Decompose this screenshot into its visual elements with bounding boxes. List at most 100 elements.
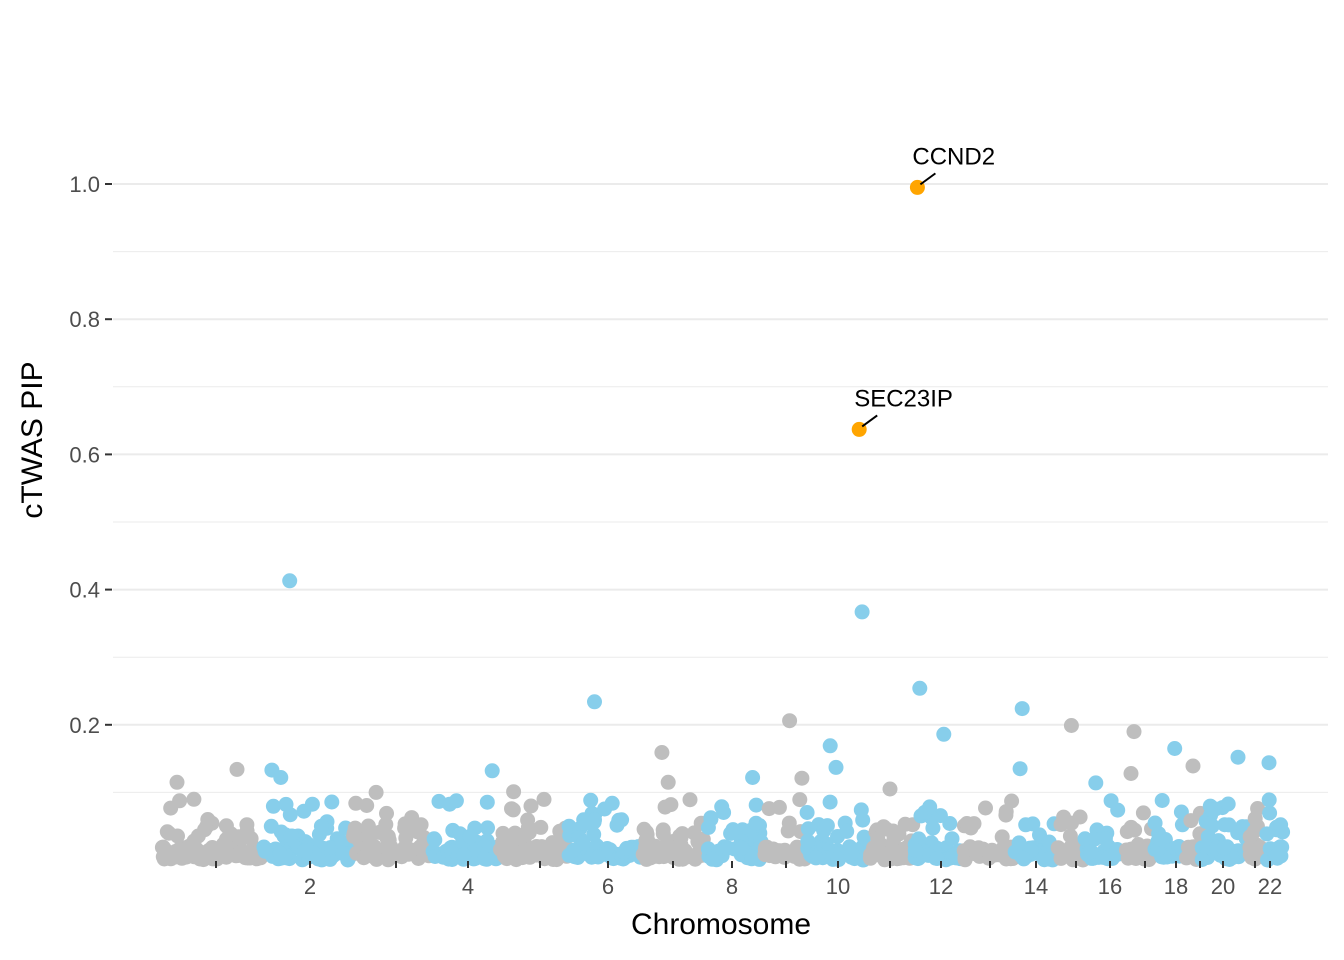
gene-point (1062, 828, 1078, 844)
highlighted-points: CCND2 SEC23IP (851, 143, 995, 437)
gene-point (1204, 818, 1220, 834)
gene-point (397, 845, 413, 861)
gene-point (163, 800, 179, 816)
gene-point (735, 822, 750, 838)
gene-point (863, 847, 879, 862)
gene-point (583, 792, 599, 808)
gene-point (192, 851, 208, 867)
gene-point (1082, 844, 1098, 860)
gene-point (257, 843, 273, 859)
gene-point (882, 845, 898, 861)
gene-point (523, 798, 539, 814)
gene-point (714, 799, 730, 815)
gene-point (822, 794, 838, 810)
gene-point (496, 840, 511, 856)
gene-point (239, 817, 255, 833)
gene-point (660, 774, 676, 790)
x-tick-label: 20 (1211, 874, 1235, 899)
gene-annotation-label: CCND2 (912, 143, 995, 170)
gene-point (520, 812, 536, 828)
gene-point (1221, 817, 1237, 833)
gene-point (925, 820, 941, 836)
gene-point (533, 819, 549, 835)
gene-point (922, 799, 938, 815)
gene-point (830, 851, 846, 867)
gene-point (506, 784, 522, 800)
gene-point (636, 821, 652, 837)
gene-point (334, 834, 350, 850)
gene-point (782, 713, 798, 729)
gene-point (944, 831, 960, 847)
gene-point (1088, 775, 1104, 791)
gene-point (379, 805, 394, 821)
gene-point (597, 801, 613, 817)
gene-point (369, 851, 385, 867)
gene-point (549, 852, 565, 868)
gene-point (870, 831, 886, 847)
gene-point (462, 828, 478, 844)
gene-point (968, 845, 984, 861)
gene-point (1012, 761, 1028, 777)
gene-point (1123, 819, 1139, 835)
gene-point (704, 851, 720, 867)
gene-point (853, 802, 869, 818)
gene-point (686, 825, 702, 841)
gene-point (994, 829, 1010, 845)
gene-point (1016, 851, 1032, 867)
gene-point (1259, 826, 1275, 842)
gene-point (480, 820, 495, 836)
gene-point (456, 847, 472, 863)
gene-point (1273, 817, 1289, 833)
gene-point (521, 825, 537, 840)
gene-point (158, 848, 174, 864)
gene-point (282, 573, 298, 589)
gene-point (515, 850, 530, 866)
gene-point (505, 802, 521, 818)
gene-point (529, 839, 545, 854)
gene-point (282, 807, 298, 823)
gene-point (1167, 741, 1183, 756)
gene-point (427, 832, 443, 848)
y-tick-label: 1.0 (69, 172, 100, 197)
annotation-leader-line (919, 172, 936, 186)
gene-annotation-label: SEC23IP (854, 385, 953, 412)
x-tick-label: 16 (1098, 874, 1122, 899)
x-axis-title: Chromosome (631, 908, 811, 941)
gene-point (448, 793, 464, 809)
gene-point (1125, 841, 1141, 857)
gene-point (272, 845, 288, 861)
y-tick-label: 0.6 (69, 442, 100, 467)
gene-point (205, 851, 221, 867)
gene-point (1135, 805, 1151, 821)
gene-point (161, 825, 177, 841)
gene-point (1063, 718, 1079, 733)
gene-point (794, 770, 810, 786)
gene-point (368, 784, 384, 800)
gene-point (654, 745, 670, 760)
gene-point (882, 781, 898, 797)
gene-point (682, 792, 698, 808)
gene-point (761, 801, 777, 817)
gene-point (808, 850, 824, 866)
gene-point (304, 796, 320, 812)
gene-point (1230, 749, 1246, 765)
gene-point (1242, 829, 1258, 845)
y-axis-title: cTWAS PIP (16, 361, 49, 518)
gene-point (891, 826, 907, 842)
annotation-leader-line (861, 414, 878, 428)
gene-point (723, 825, 739, 841)
gene-point (324, 794, 340, 810)
gene-point (1216, 840, 1232, 856)
gene-point (854, 604, 870, 620)
gene-point (1040, 851, 1056, 867)
x-tick-label: 14 (1024, 874, 1048, 899)
gene-point (221, 846, 237, 862)
gene-point (679, 849, 695, 865)
gene-point (765, 841, 781, 857)
gene-point (745, 770, 761, 785)
gene-point (734, 840, 750, 856)
gene-point (242, 845, 258, 861)
gene-point (1126, 724, 1142, 740)
gene-point (1261, 755, 1277, 771)
